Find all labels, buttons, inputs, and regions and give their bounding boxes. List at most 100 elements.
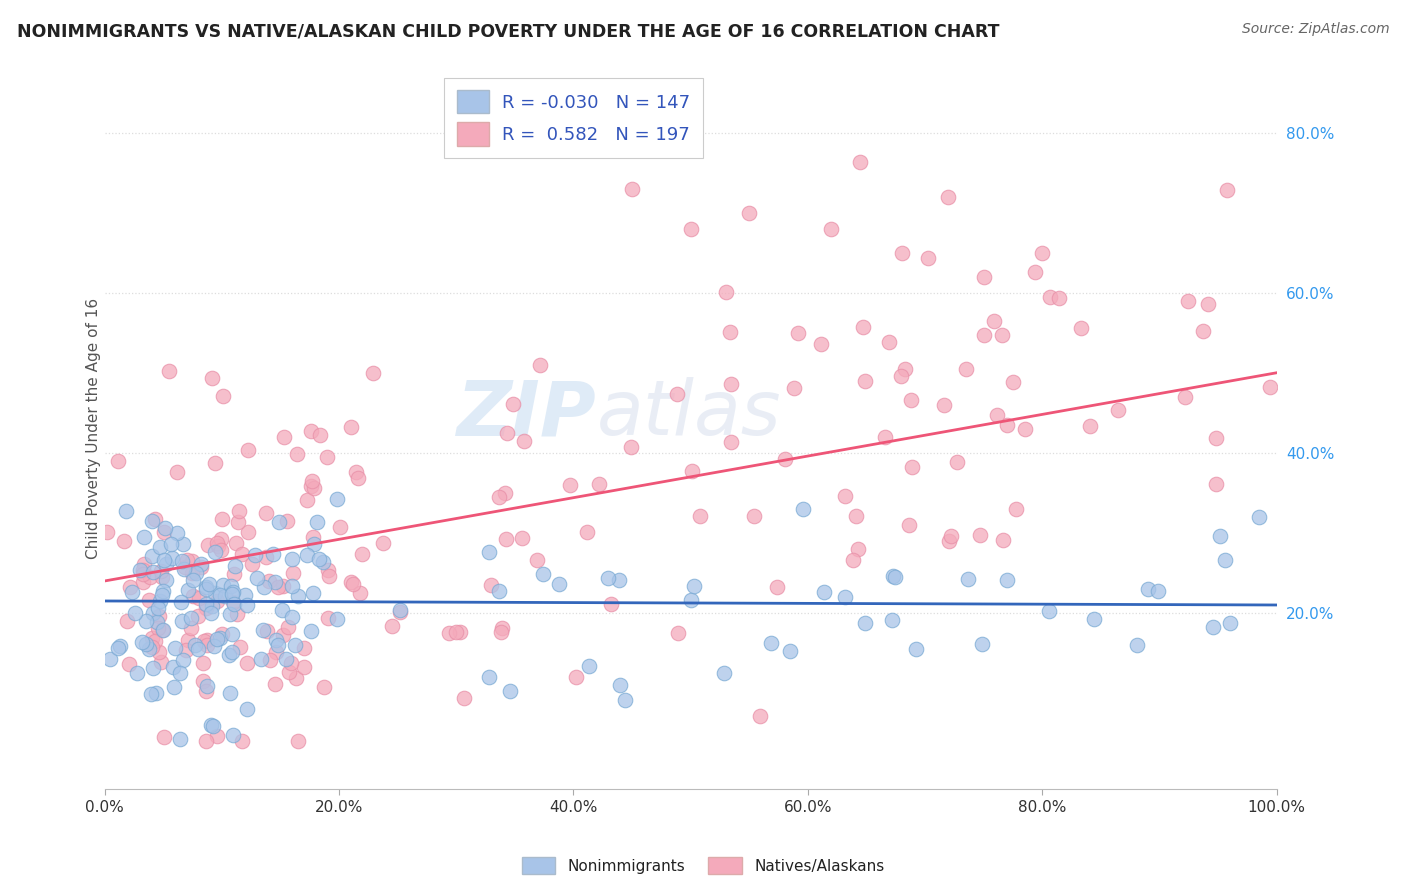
Point bbox=[150, 624, 173, 638]
Point bbox=[284, 638, 307, 652]
Point bbox=[742, 508, 765, 523]
Point bbox=[495, 532, 517, 546]
Point bbox=[224, 598, 246, 612]
Point bbox=[141, 640, 163, 655]
Point bbox=[135, 615, 157, 629]
Point bbox=[204, 545, 226, 559]
Point bbox=[316, 450, 339, 465]
Point bbox=[221, 626, 243, 640]
Point bbox=[1083, 611, 1105, 625]
Point bbox=[148, 645, 170, 659]
Point bbox=[225, 536, 247, 550]
Point bbox=[1001, 375, 1024, 389]
Point bbox=[269, 515, 291, 529]
Point bbox=[873, 429, 896, 443]
Point bbox=[209, 532, 232, 546]
Point bbox=[882, 614, 904, 628]
Point bbox=[1014, 422, 1036, 436]
Point bbox=[852, 319, 875, 334]
Point bbox=[340, 420, 363, 434]
Point bbox=[252, 623, 274, 637]
Point bbox=[613, 692, 636, 706]
Point bbox=[446, 625, 468, 640]
Point bbox=[231, 734, 253, 748]
Point bbox=[560, 478, 582, 492]
Point bbox=[195, 632, 218, 647]
Point bbox=[180, 611, 202, 625]
Point bbox=[124, 606, 146, 620]
Point bbox=[1038, 603, 1060, 617]
Point bbox=[208, 588, 231, 602]
Point bbox=[221, 728, 243, 742]
Point bbox=[588, 476, 610, 491]
Point bbox=[233, 588, 256, 602]
Point bbox=[991, 533, 1014, 548]
Point bbox=[195, 580, 218, 594]
Point bbox=[1205, 431, 1227, 445]
Point bbox=[318, 611, 340, 625]
Point bbox=[176, 643, 198, 657]
Point bbox=[152, 524, 174, 539]
Point bbox=[205, 536, 228, 550]
Point bbox=[1136, 582, 1159, 596]
Point bbox=[765, 580, 787, 594]
Point bbox=[172, 653, 194, 667]
Point bbox=[716, 285, 738, 299]
Point bbox=[681, 464, 703, 478]
Point bbox=[893, 362, 915, 376]
Point bbox=[148, 608, 170, 623]
Point bbox=[312, 680, 335, 694]
Point bbox=[221, 645, 243, 659]
Point bbox=[898, 518, 921, 533]
Point bbox=[229, 640, 252, 654]
Point bbox=[299, 479, 322, 493]
Point bbox=[195, 638, 218, 652]
Point bbox=[157, 364, 180, 378]
Point bbox=[208, 631, 231, 645]
Point bbox=[301, 530, 323, 544]
Point bbox=[890, 368, 912, 383]
Point bbox=[141, 632, 163, 646]
Point bbox=[149, 594, 172, 608]
Point bbox=[148, 600, 170, 615]
Point bbox=[169, 732, 191, 747]
Point bbox=[488, 584, 510, 599]
Point bbox=[718, 325, 741, 339]
Point bbox=[153, 730, 176, 744]
Point bbox=[155, 574, 177, 588]
Point bbox=[905, 642, 928, 657]
Point bbox=[205, 632, 228, 647]
Point bbox=[219, 579, 242, 593]
Point bbox=[224, 558, 246, 573]
Point bbox=[513, 434, 536, 448]
Point bbox=[295, 548, 318, 562]
Point bbox=[813, 585, 835, 599]
Point bbox=[204, 456, 226, 470]
Point bbox=[371, 536, 394, 550]
Point bbox=[200, 718, 222, 732]
Point bbox=[271, 579, 294, 593]
Point bbox=[679, 593, 702, 607]
Point bbox=[150, 565, 173, 579]
Point bbox=[221, 586, 243, 600]
Point bbox=[201, 599, 224, 614]
Point bbox=[489, 624, 512, 639]
Point bbox=[264, 633, 287, 648]
Point bbox=[295, 493, 318, 508]
Point bbox=[846, 541, 869, 556]
Point bbox=[849, 155, 872, 169]
Point bbox=[194, 582, 217, 596]
Point bbox=[820, 221, 842, 235]
Point bbox=[853, 374, 876, 388]
Point bbox=[575, 525, 598, 540]
Point bbox=[478, 671, 501, 685]
Point bbox=[499, 684, 522, 698]
Point bbox=[773, 451, 796, 466]
Point bbox=[195, 734, 218, 748]
Point bbox=[114, 504, 136, 518]
Point bbox=[1005, 502, 1028, 516]
Point bbox=[1125, 638, 1147, 652]
Point bbox=[598, 571, 620, 585]
Point bbox=[318, 569, 340, 583]
Point bbox=[1174, 390, 1197, 404]
